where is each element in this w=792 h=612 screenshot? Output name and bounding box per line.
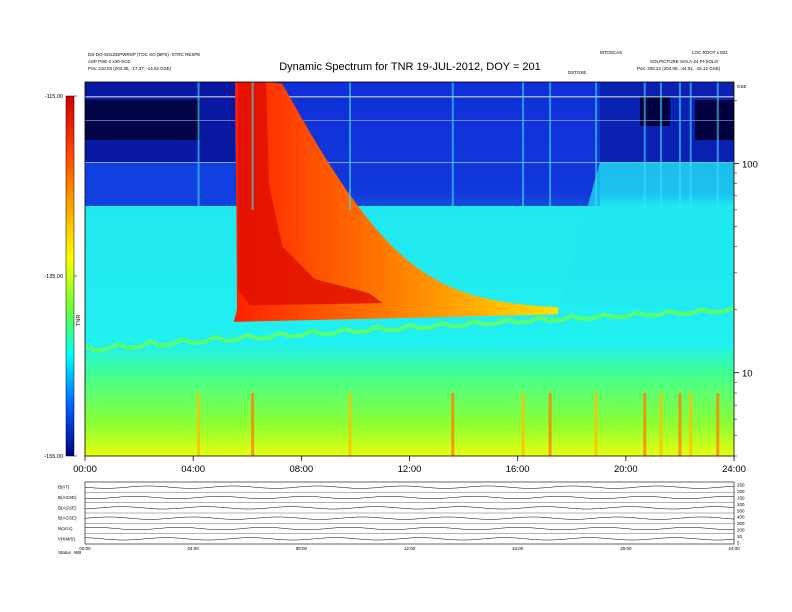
vertical-burst — [594, 393, 598, 456]
panel-scale-label: 300 — [737, 521, 745, 526]
vertical-burst — [451, 393, 455, 456]
spectrogram — [85, 82, 734, 456]
x-tick-label: 20:00 — [614, 464, 638, 475]
x-tick-label: 04:00 — [181, 464, 205, 475]
panel-label: B(AGSE) — [58, 505, 77, 510]
vertical-burst — [251, 393, 255, 456]
panel-trace — [84, 506, 735, 510]
vertical-burst-high — [197, 82, 200, 210]
radio-burst-core — [237, 82, 383, 306]
header-center-tag: DSTOSE — [568, 70, 586, 75]
y-axis: 10 100 — [734, 100, 758, 457]
panel-trace — [84, 537, 735, 541]
y-tick-label: 10 — [742, 369, 753, 380]
footer-status-label: Status — [58, 550, 72, 555]
panel-time-label: 12:00 — [404, 546, 416, 551]
x-tick-label: 24:00 — [722, 464, 746, 475]
x-tick-label: 16:00 — [506, 464, 530, 475]
panel-scale-label: 100 — [737, 502, 745, 507]
vertical-burst-high — [689, 82, 692, 210]
panel-scale-label: 250 — [737, 483, 745, 488]
header-right-corner: GSE — [737, 84, 747, 89]
plasma-line — [85, 306, 734, 353]
vertical-burst-high — [349, 82, 352, 210]
panel-trace — [84, 485, 735, 489]
vertical-burst-high — [659, 82, 662, 210]
colorbar-tick-label: -135.00 — [44, 274, 63, 280]
header-right-line1: LOC ROOT x 501 — [692, 50, 728, 55]
x-tick-label: 00:00 — [73, 464, 97, 475]
panel-label: N(1/cc) — [58, 526, 73, 531]
header-right-line3: Pos: 208.22 (204.06, -44.01, -15.12 GSE) — [637, 66, 721, 71]
header-left-line1: DS-DO-SOLEDPWRSP (TOC SO (BPS) -STRC RES… — [88, 52, 200, 57]
panel-scale-label: 150 — [737, 495, 745, 500]
vertical-burst-high — [716, 82, 719, 210]
vertical-burst-high — [643, 82, 646, 210]
vertical-burst-high — [451, 82, 454, 210]
radio-burst — [233, 82, 559, 322]
vertical-burst-high — [522, 82, 525, 210]
colorbar-label: TNR — [76, 315, 82, 326]
panel-time-label: 24:00 — [728, 546, 740, 551]
panel-time-label: 08:00 — [296, 546, 308, 551]
colorbar-ticks: -115.00 -135.00 -155.00 — [44, 94, 77, 460]
panel-scale-label: 10 — [737, 534, 743, 539]
colorbar-tick-label: -155.00 — [44, 454, 63, 460]
chart-title: Dynamic Spectrum for TNR 19-JUL-2012, DO… — [279, 61, 541, 73]
x-tick-label: 12:00 — [398, 464, 422, 475]
vertical-burst — [197, 393, 201, 456]
panel-trace — [84, 527, 734, 530]
panel-scale-label: 5 — [737, 541, 740, 546]
colorbar-tick-label: -115.00 — [45, 94, 63, 100]
panel-time-label: 04:00 — [188, 546, 200, 551]
x-tick-label: 08:00 — [289, 464, 313, 475]
panel-scale-label: 200 — [737, 528, 745, 533]
panel-scale-label: 400 — [737, 515, 745, 520]
header-left-line2: ASP PSE-2 x30-SO2 — [88, 59, 131, 64]
vertical-burst-high — [251, 82, 254, 210]
vertical-burst — [521, 393, 525, 456]
vertical-burst — [716, 393, 720, 456]
solar-wind-panels: B(nT) B(AGSE) B(AGSE) B(AGSE) N(1/cc) V(KM/S)… — [58, 481, 745, 555]
header-right-tag: MTOSCAS — [600, 50, 622, 55]
y-tick-label: 100 — [742, 159, 758, 170]
panel-label: B(nT) — [58, 485, 70, 490]
panel-time-label: 00:00 — [79, 546, 91, 551]
header-left-line3: Pos: 210.03 (204.35, -17.37, -14.52 GSE) — [88, 66, 172, 71]
header-right-line2: SOLPICTURE SOLA-24 PI-SOLO — [650, 59, 719, 64]
vertical-burst — [689, 393, 693, 456]
vertical-burst — [548, 393, 552, 456]
x-axis: 00:00 04:00 08:00 12:00 16:00 20:00 24:00 — [73, 456, 746, 475]
panel-trace — [84, 516, 735, 520]
panel-time-label: 20:00 — [620, 546, 632, 551]
vertical-burst-high — [678, 82, 681, 210]
panel-scale-label: 500 — [737, 508, 745, 513]
panel-label: V(KM/S) — [58, 536, 76, 541]
panel-time-label: 16:00 — [512, 546, 524, 551]
vertical-burst — [678, 393, 682, 456]
vertical-burst-high — [549, 82, 552, 210]
vertical-burst — [348, 393, 352, 456]
vertical-burst-high — [595, 82, 598, 210]
vertical-burst — [659, 393, 663, 456]
panel-label: B(AGSE) — [58, 516, 77, 521]
vertical-burst — [643, 393, 647, 456]
panel-label: B(AGSE) — [58, 495, 77, 500]
vertical-bursts — [197, 82, 720, 456]
panel-scale-label: 200 — [737, 489, 745, 494]
panel-trace — [84, 496, 735, 499]
colorbar — [65, 95, 75, 457]
footer-status-value: WB — [74, 550, 81, 555]
